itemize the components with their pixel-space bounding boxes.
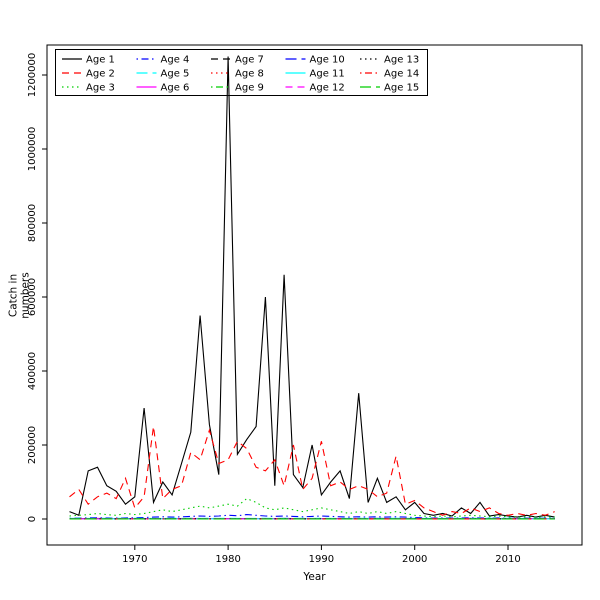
legend-label: Age 7 bbox=[235, 55, 264, 66]
y-tick-label: 400000 bbox=[27, 352, 38, 390]
series-line-age-3 bbox=[69, 497, 555, 518]
y-tick-label: 600000 bbox=[27, 278, 38, 316]
legend-label: Age 6 bbox=[161, 83, 190, 94]
x-tick-label: 1980 bbox=[215, 554, 240, 565]
series-line-age-2 bbox=[69, 426, 555, 516]
legend-label: Age 11 bbox=[310, 69, 345, 80]
legend-label: Age 9 bbox=[235, 83, 264, 94]
legend-label: Age 15 bbox=[384, 83, 419, 94]
series-line-age-1 bbox=[69, 56, 555, 518]
legend-box bbox=[55, 49, 428, 96]
legend-label: Age 12 bbox=[310, 83, 345, 94]
y-tick-label: 1200000 bbox=[27, 53, 38, 98]
legend-label: Age 3 bbox=[86, 83, 115, 94]
legend-label: Age 4 bbox=[161, 55, 190, 66]
legend-label: Age 5 bbox=[161, 69, 190, 80]
y-tick-label: 1000000 bbox=[27, 127, 38, 172]
y-tick-label: 200000 bbox=[27, 426, 38, 464]
legend-label: Age 8 bbox=[235, 69, 264, 80]
y-axis-label: Catch in numbers bbox=[7, 272, 32, 319]
legend-label: Age 2 bbox=[86, 69, 115, 80]
legend-label: Age 1 bbox=[86, 55, 115, 66]
x-tick-label: 1970 bbox=[122, 554, 147, 565]
legend-label: Age 13 bbox=[384, 55, 419, 66]
plot-border bbox=[46, 44, 583, 546]
legend-label: Age 14 bbox=[384, 69, 419, 80]
x-tick-label: 1990 bbox=[309, 554, 334, 565]
y-tick-label: 0 bbox=[27, 516, 38, 522]
x-tick-label: 2010 bbox=[495, 554, 520, 565]
x-axis-label: Year bbox=[303, 571, 326, 583]
x-tick-label: 2000 bbox=[402, 554, 427, 565]
legend-label: Age 10 bbox=[310, 55, 345, 66]
y-tick-label: 800000 bbox=[27, 204, 38, 242]
series-line-age-4 bbox=[69, 514, 555, 519]
